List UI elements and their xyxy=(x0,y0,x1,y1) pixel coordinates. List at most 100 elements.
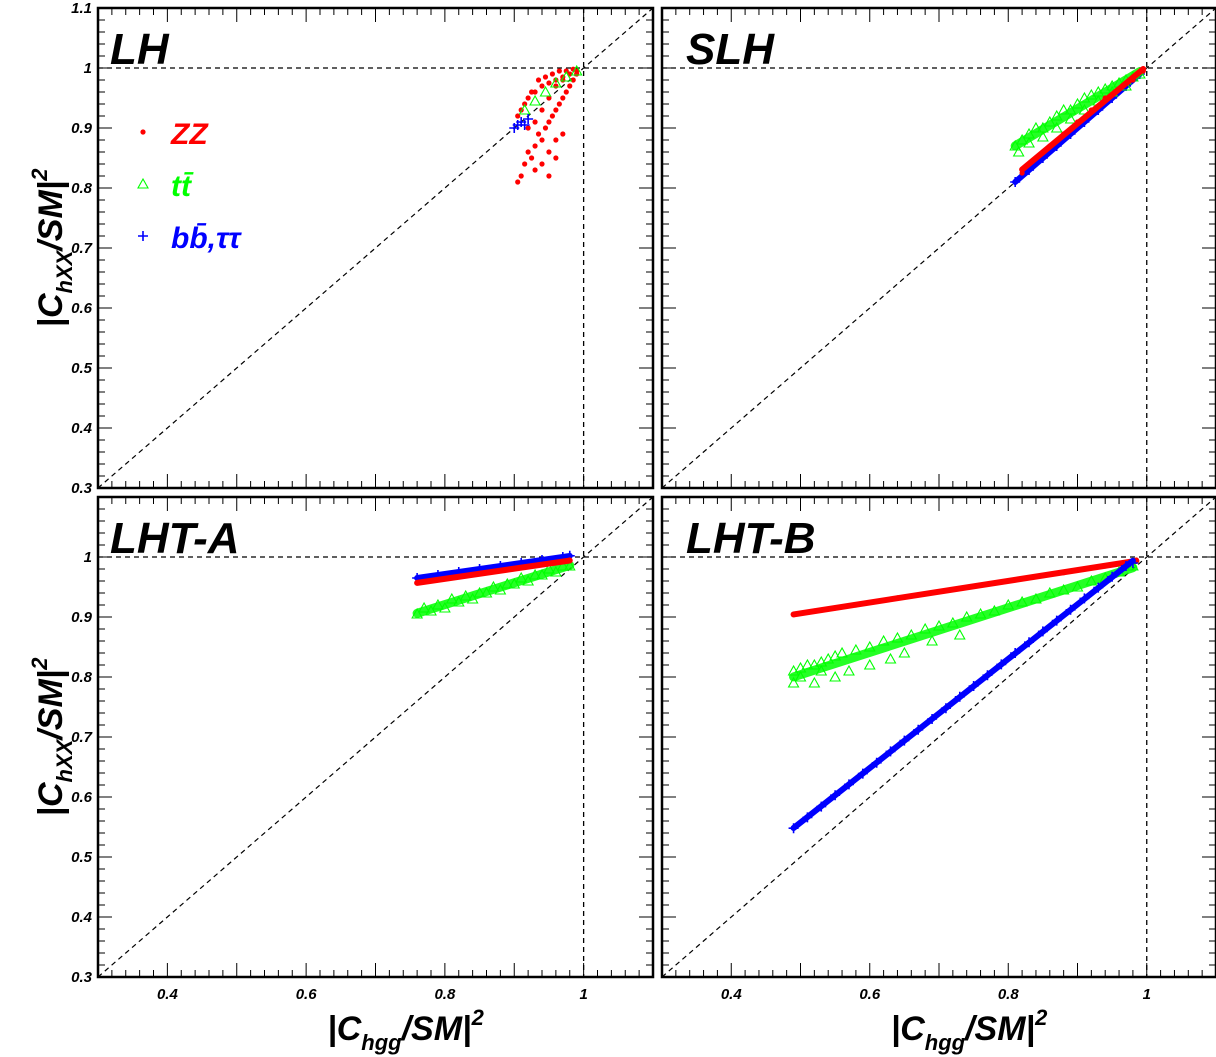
data-point xyxy=(456,574,462,580)
plot-area xyxy=(411,550,576,619)
data-point xyxy=(411,607,424,619)
data-point xyxy=(546,149,552,155)
y-tick-label: 0.9 xyxy=(71,609,93,626)
y-tick-label: 1.1 xyxy=(71,0,92,17)
data-point xyxy=(473,586,486,598)
y-tick-label: 0.3 xyxy=(71,480,93,497)
panel-label: SLH xyxy=(686,25,775,74)
data-point xyxy=(459,589,472,601)
series-plus xyxy=(509,114,534,133)
data-point xyxy=(1061,131,1067,137)
data-point xyxy=(515,179,521,185)
data-point xyxy=(898,646,911,658)
data-point xyxy=(546,80,552,86)
data-point xyxy=(894,595,901,601)
data-point xyxy=(829,670,842,682)
data-point xyxy=(535,77,542,83)
data-point xyxy=(1019,576,1025,582)
data-point xyxy=(927,714,938,724)
data-point xyxy=(933,619,945,631)
data-point xyxy=(849,643,862,655)
data-point xyxy=(556,559,569,571)
series-band xyxy=(790,557,1136,832)
data-point xyxy=(1050,121,1063,133)
data-point xyxy=(553,137,559,143)
data-point xyxy=(794,670,807,682)
data-point xyxy=(1009,139,1022,151)
data-point xyxy=(1071,97,1084,109)
data-point xyxy=(830,790,841,801)
panel-lh: 0.3 0.4 0.5 0.6 0.7 0.8 0.9 1 1.1 LH |ChXX/SM|2 ZZ t… xyxy=(27,0,655,497)
data-point xyxy=(563,559,576,571)
data-point xyxy=(445,592,458,604)
x-tick-label: 0.8 xyxy=(434,986,456,1003)
ticks xyxy=(97,496,654,978)
data-point xyxy=(518,103,531,115)
data-point xyxy=(532,143,538,149)
data-point xyxy=(1016,133,1029,145)
data-point xyxy=(836,646,848,658)
data-point xyxy=(487,580,500,592)
data-point xyxy=(560,95,566,101)
data-point xyxy=(567,83,573,89)
x-tick-label: 0.6 xyxy=(859,986,881,1003)
data-point xyxy=(556,101,562,107)
data-point xyxy=(936,589,942,595)
data-point xyxy=(802,812,813,823)
data-point xyxy=(567,557,573,563)
y-axis-title: |ChXX/SM|2 xyxy=(27,657,77,817)
data-point xyxy=(1088,107,1094,113)
data-point xyxy=(529,568,541,580)
legend-label: bb̄,ττ xyxy=(171,222,242,255)
y-tick-label: 0.5 xyxy=(71,849,93,866)
data-point xyxy=(877,634,890,646)
data-point xyxy=(1061,570,1067,576)
y-tick-label: 0.8 xyxy=(71,180,93,197)
series-band xyxy=(789,563,1138,682)
data-point xyxy=(1043,115,1056,127)
data-point xyxy=(874,598,880,605)
data-point xyxy=(1065,604,1076,615)
data-point xyxy=(808,676,821,688)
x-tick-label: 0.4 xyxy=(157,986,179,1003)
data-point xyxy=(1030,121,1042,133)
y-tick-label: 0.6 xyxy=(71,789,93,806)
data-point xyxy=(518,565,524,571)
data-point xyxy=(1050,109,1063,121)
data-point xyxy=(1019,170,1025,176)
data-point xyxy=(1002,598,1015,610)
data-point xyxy=(414,580,420,586)
data-point xyxy=(497,568,503,574)
y-tick-label: 0.7 xyxy=(71,240,93,257)
y-tick-label: 1 xyxy=(84,549,92,566)
data-point xyxy=(988,604,1001,616)
data-point xyxy=(1033,155,1039,161)
y-tick-label: 0.8 xyxy=(71,669,93,686)
data-point xyxy=(574,71,580,77)
data-point xyxy=(528,89,535,95)
series-triangle xyxy=(787,559,1139,688)
data-point xyxy=(1107,571,1118,582)
data-point xyxy=(546,119,552,125)
data-point xyxy=(560,131,566,137)
panel-lht-a: 0.3 0.4 0.5 0.6 0.7 0.8 0.9 1 0.4 0.6 0.8 1 LHT-A |Ch… xyxy=(27,495,655,1055)
data-point xyxy=(539,107,545,113)
data-point xyxy=(811,608,817,614)
data-point xyxy=(480,586,493,598)
data-point xyxy=(1016,595,1029,607)
data-point xyxy=(519,120,530,130)
x-tick-label: 0.4 xyxy=(721,986,743,1003)
data-point xyxy=(546,95,552,101)
data-point xyxy=(871,757,882,768)
x-tick-label: 1 xyxy=(579,986,587,1003)
data-point xyxy=(418,601,430,613)
data-point xyxy=(546,173,552,179)
data-point xyxy=(1023,136,1035,148)
data-point xyxy=(1010,177,1021,187)
series-band xyxy=(790,557,1140,618)
data-point xyxy=(884,652,897,664)
data-point xyxy=(1036,130,1049,142)
data-point xyxy=(525,125,531,131)
data-point xyxy=(553,107,559,113)
x-tick-label: 0.8 xyxy=(998,986,1020,1003)
